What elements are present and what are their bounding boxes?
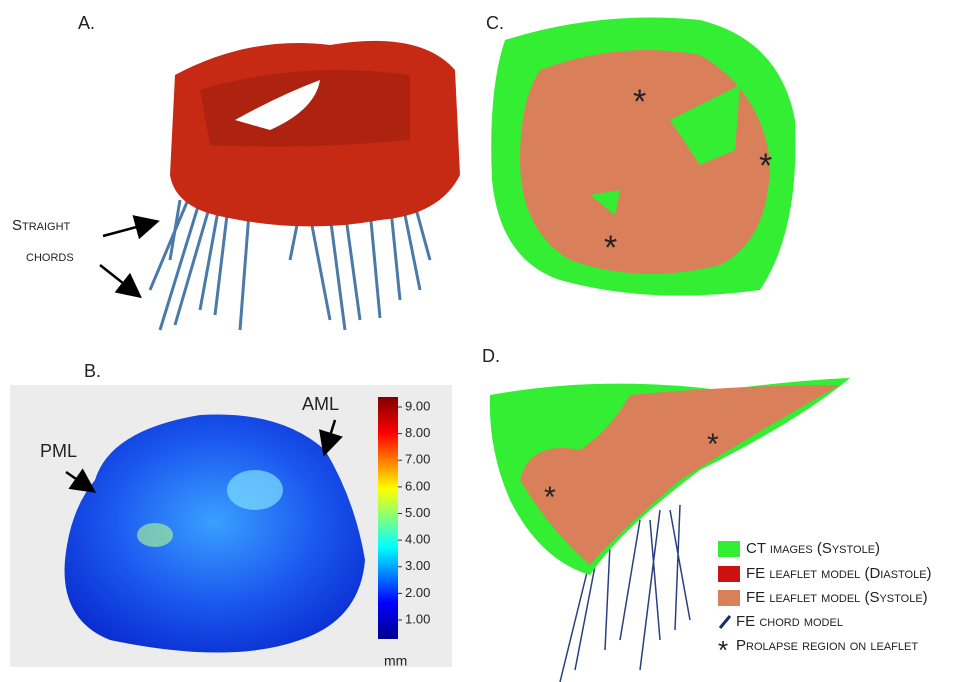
colorbar-tick-label: 2.00 (405, 585, 430, 600)
annotation: chords (26, 248, 74, 265)
panel-label: A. (78, 13, 95, 33)
colorbar-tick-label: 5.00 (405, 505, 430, 520)
pml-label: PML (40, 441, 77, 461)
arrow (100, 265, 138, 295)
hotspot (137, 523, 173, 547)
figure: A. Straight chords C. * * * B. PML AML 9… (0, 0, 980, 682)
prolapse-marker: * (707, 428, 719, 461)
prolapse-marker: * (604, 229, 617, 267)
legend-swatch (718, 590, 740, 606)
colorbar-tick-label: 9.00 (405, 398, 430, 413)
legend-swatch (720, 616, 730, 628)
legend-label: FE leaflet model (Diastole) (746, 565, 932, 582)
panel-b: B. PML AML 9.00 8.00 7.00 6.00 5.00 4.00 3.00 2… (10, 361, 452, 669)
panel-c: C. * * * (486, 13, 796, 296)
legend-label: CT images (Systole) (746, 540, 880, 557)
aml-label: AML (302, 394, 339, 414)
panel-label: C. (486, 13, 504, 33)
legend-label: FE leaflet model (Systole) (746, 589, 928, 606)
hotspot (227, 470, 283, 510)
prolapse-marker: * (759, 147, 772, 185)
legend: CT images (Systole) FE leaflet model (Dia… (718, 540, 932, 665)
panel-a: A. Straight chords (12, 13, 460, 330)
legend-swatch (718, 541, 740, 557)
legend-label: FE chord model (736, 613, 843, 630)
colorbar-tick-label: 1.00 (405, 611, 430, 626)
prolapse-marker: * (633, 83, 646, 121)
legend-label: Prolapse region on leaflet (736, 637, 918, 654)
arrow (103, 222, 155, 236)
annotation: Straight (12, 217, 71, 234)
colorbar-tick-label: 6.00 (405, 478, 430, 493)
prolapse-marker: * (544, 481, 556, 514)
colorbar (378, 397, 398, 639)
colorbar-unit: mm (384, 653, 407, 669)
legend-swatch (718, 566, 740, 582)
panel-label: B. (84, 361, 101, 381)
colorbar-tick-label: 4.00 (405, 532, 430, 547)
colorbar-tick-label: 7.00 (405, 452, 430, 467)
panel-d: D. * * (482, 346, 850, 682)
panel-label: D. (482, 346, 500, 366)
legend-swatch: * (718, 635, 728, 665)
colorbar-tick-label: 3.00 (405, 558, 430, 573)
colorbar-tick-label: 8.00 (405, 425, 430, 440)
